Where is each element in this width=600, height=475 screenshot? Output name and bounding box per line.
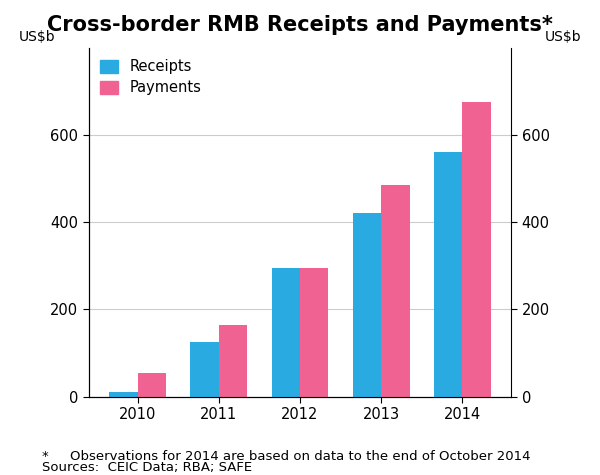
Bar [300,268,328,397]
Bar [353,213,381,397]
Bar [109,392,137,397]
Bar [137,372,166,397]
Bar [381,185,410,397]
Bar [190,342,219,397]
Text: Sources:  CEIC Data; RBA; SAFE: Sources: CEIC Data; RBA; SAFE [42,461,252,474]
Text: US$b: US$b [19,30,55,44]
Bar [434,152,463,397]
Title: Cross-border RMB Receipts and Payments*: Cross-border RMB Receipts and Payments* [47,15,553,35]
Legend: Receipts, Payments: Receipts, Payments [96,55,206,100]
Bar [219,324,247,397]
Text: US$b: US$b [545,30,581,44]
Bar [463,102,491,397]
Bar [272,268,300,397]
Text: *     Observations for 2014 are based on data to the end of October 2014: * Observations for 2014 are based on dat… [42,450,530,463]
